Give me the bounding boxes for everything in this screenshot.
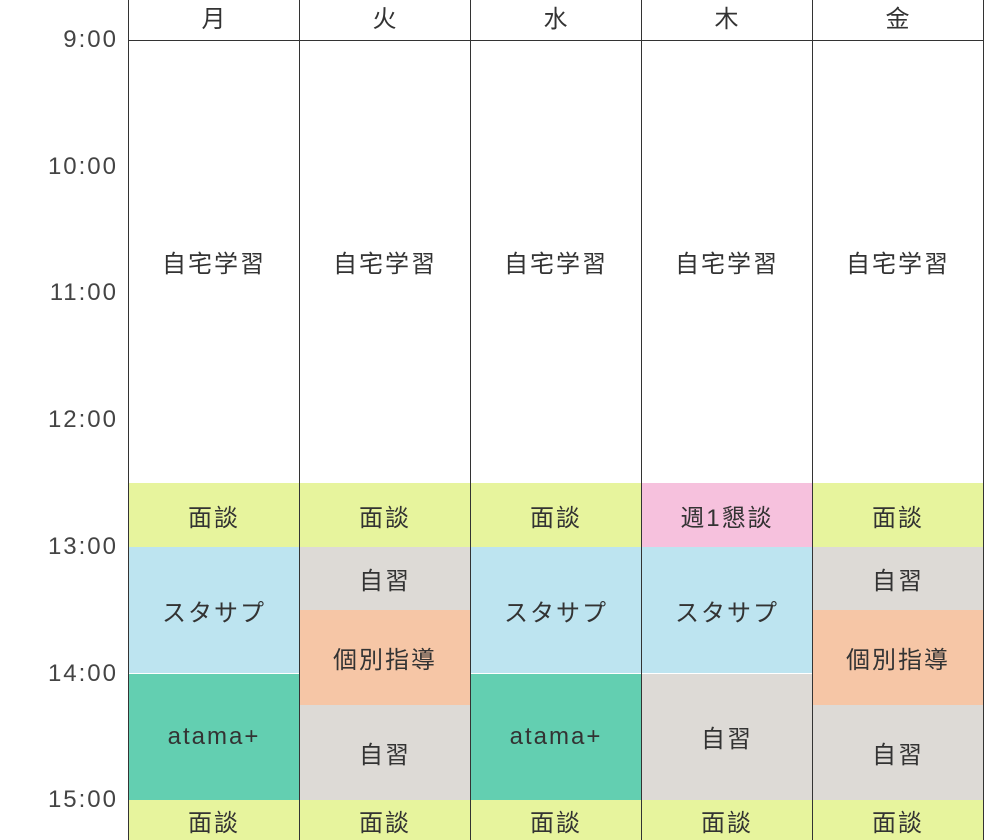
time-gutter: 9:00 10:00 11:00 12:00 13:00 14:00 15:00 xyxy=(0,0,128,840)
schedule-cell: 面談 xyxy=(129,483,299,546)
schedule-cell: 自宅学習 xyxy=(300,40,470,483)
schedule-cell: 週1懇談 xyxy=(642,483,812,546)
schedule-cell: 個別指導 xyxy=(300,610,470,705)
schedule-cell: atama+ xyxy=(129,674,299,801)
schedule-cell: 自習 xyxy=(300,705,470,800)
day-header: 月 xyxy=(128,0,299,40)
column-divider xyxy=(812,0,813,840)
schedule-cell: 面談 xyxy=(300,800,470,840)
schedule-cell: 面談 xyxy=(471,800,641,840)
weekly-schedule: 9:00 10:00 11:00 12:00 13:00 14:00 15:00 月火水木金… xyxy=(0,0,1000,840)
schedule-cell: 面談 xyxy=(642,800,812,840)
schedule-cell: 個別指導 xyxy=(813,610,983,705)
column-divider xyxy=(128,0,129,840)
day-header: 火 xyxy=(299,0,470,40)
schedule-grid: 月火水木金 自宅学習面談スタサプatama+面談自宅学習面談自習個別指導自習面談… xyxy=(128,0,983,840)
header-divider xyxy=(128,40,983,41)
time-label: 10:00 xyxy=(48,153,118,181)
schedule-cell: 面談 xyxy=(471,483,641,546)
time-label: 12:00 xyxy=(48,406,118,434)
day-header: 木 xyxy=(641,0,812,40)
time-label: 11:00 xyxy=(50,279,118,307)
schedule-cell: 面談 xyxy=(129,800,299,840)
schedule-cell: 自習 xyxy=(813,547,983,610)
schedule-cell: atama+ xyxy=(471,674,641,801)
schedule-cell: 面談 xyxy=(813,800,983,840)
time-label: 15:00 xyxy=(48,786,118,814)
schedule-cell: 自習 xyxy=(300,547,470,610)
schedule-cell: 自宅学習 xyxy=(471,40,641,483)
schedule-cell: スタサプ xyxy=(471,547,641,674)
schedule-cell: 自宅学習 xyxy=(129,40,299,483)
schedule-cell: 自宅学習 xyxy=(813,40,983,483)
schedule-cell: 自習 xyxy=(642,674,812,801)
column-divider xyxy=(983,0,984,840)
schedule-cell: スタサプ xyxy=(129,547,299,674)
day-header: 金 xyxy=(812,0,983,40)
time-label: 9:00 xyxy=(63,26,118,54)
column-divider xyxy=(299,0,300,840)
schedule-cell: 自宅学習 xyxy=(642,40,812,483)
day-header: 水 xyxy=(470,0,641,40)
schedule-body: 自宅学習面談スタサプatama+面談自宅学習面談自習個別指導自習面談自宅学習面談… xyxy=(128,40,983,840)
day-header-row: 月火水木金 xyxy=(128,0,983,40)
schedule-cell: 面談 xyxy=(300,483,470,546)
column-divider xyxy=(641,0,642,840)
schedule-cell: 自習 xyxy=(813,705,983,800)
time-label: 13:00 xyxy=(48,533,118,561)
schedule-cell: スタサプ xyxy=(642,547,812,674)
schedule-cell: 面談 xyxy=(813,483,983,546)
time-label: 14:00 xyxy=(48,660,118,688)
column-divider xyxy=(470,0,471,840)
